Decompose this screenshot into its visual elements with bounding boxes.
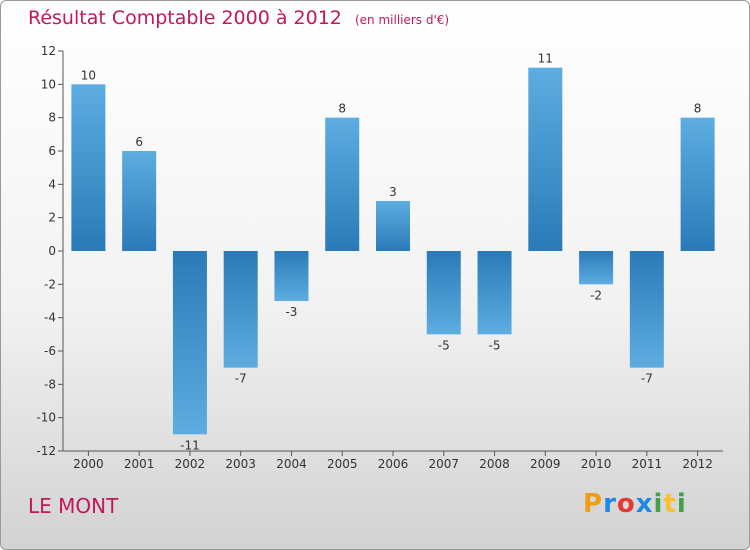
data-label-2006: 3 <box>389 185 397 199</box>
proxiti-logo[interactable]: Proxiti <box>583 489 687 519</box>
logo-letter: P <box>583 489 604 519</box>
x-tick-label: 2000 <box>73 457 104 471</box>
bar-2005 <box>325 117 360 252</box>
bar-2008 <box>477 251 512 335</box>
data-label-2000: 10 <box>81 68 96 82</box>
logo-letter: t <box>663 489 677 519</box>
y-tick-label: 0 <box>48 244 56 258</box>
x-tick-label: 2011 <box>632 457 663 471</box>
data-label-2012: 8 <box>694 102 702 116</box>
bar-2009 <box>528 67 563 252</box>
data-label-2009: 11 <box>538 52 553 66</box>
x-tick-label: 2009 <box>530 457 561 471</box>
x-tick-label: 2006 <box>378 457 409 471</box>
bar-2001 <box>122 151 157 251</box>
logo-letter: r <box>603 489 617 519</box>
data-label-2004: -3 <box>285 305 297 319</box>
data-label-2005: 8 <box>338 102 346 116</box>
x-tick-label: 2001 <box>124 457 155 471</box>
y-tick-label: 6 <box>48 144 56 158</box>
y-tick-label: -10 <box>36 411 56 425</box>
x-tick-label: 2005 <box>327 457 358 471</box>
data-label-2010: -2 <box>590 288 602 302</box>
y-tick-label: 12 <box>41 44 56 58</box>
y-tick-label: -2 <box>44 277 56 291</box>
bar-2010 <box>579 251 614 285</box>
data-label-2007: -5 <box>438 338 450 352</box>
data-label-2011: -7 <box>641 372 653 386</box>
y-tick-label: -12 <box>36 444 56 458</box>
bar-2007 <box>426 251 461 335</box>
x-tick-label: 2008 <box>479 457 510 471</box>
y-tick-label: -4 <box>44 311 56 325</box>
y-tick-label: -8 <box>44 377 56 391</box>
bar-2004 <box>274 251 309 301</box>
chart-title: Résultat Comptable 2000 à 2012 <box>28 7 342 29</box>
x-tick-label: 2010 <box>581 457 612 471</box>
y-tick-label: 8 <box>48 111 56 125</box>
logo-letter: o <box>616 489 636 519</box>
bar-2000 <box>71 84 106 251</box>
y-tick-label: 10 <box>41 77 56 91</box>
data-label-2001: 6 <box>135 135 143 149</box>
logo-letter: i <box>676 489 687 519</box>
logo-letter: i <box>653 489 664 519</box>
x-tick-label: 2003 <box>225 457 256 471</box>
commune-name: LE MONT <box>28 494 119 518</box>
x-tick-label: 2002 <box>175 457 206 471</box>
bar-2002 <box>172 251 207 435</box>
x-tick-label: 2007 <box>428 457 459 471</box>
y-tick-label: 2 <box>48 211 56 225</box>
y-tick-label: -6 <box>44 344 56 358</box>
data-label-2002: -11 <box>180 438 200 452</box>
x-tick-label: 2004 <box>276 457 307 471</box>
data-label-2008: -5 <box>489 338 501 352</box>
bar-2011 <box>629 251 664 368</box>
bar-2006 <box>376 201 410 251</box>
bar-2003 <box>223 251 258 368</box>
x-tick-label: 2012 <box>682 457 713 471</box>
y-tick-label: 4 <box>48 177 56 191</box>
bar-2012 <box>680 117 715 252</box>
logo-letter: x <box>635 489 654 519</box>
data-label-2003: -7 <box>235 372 247 386</box>
chart-title-block: Résultat Comptable 2000 à 2012 (en milli… <box>28 7 449 29</box>
chart-subtitle: (en milliers d'€) <box>354 13 450 27</box>
